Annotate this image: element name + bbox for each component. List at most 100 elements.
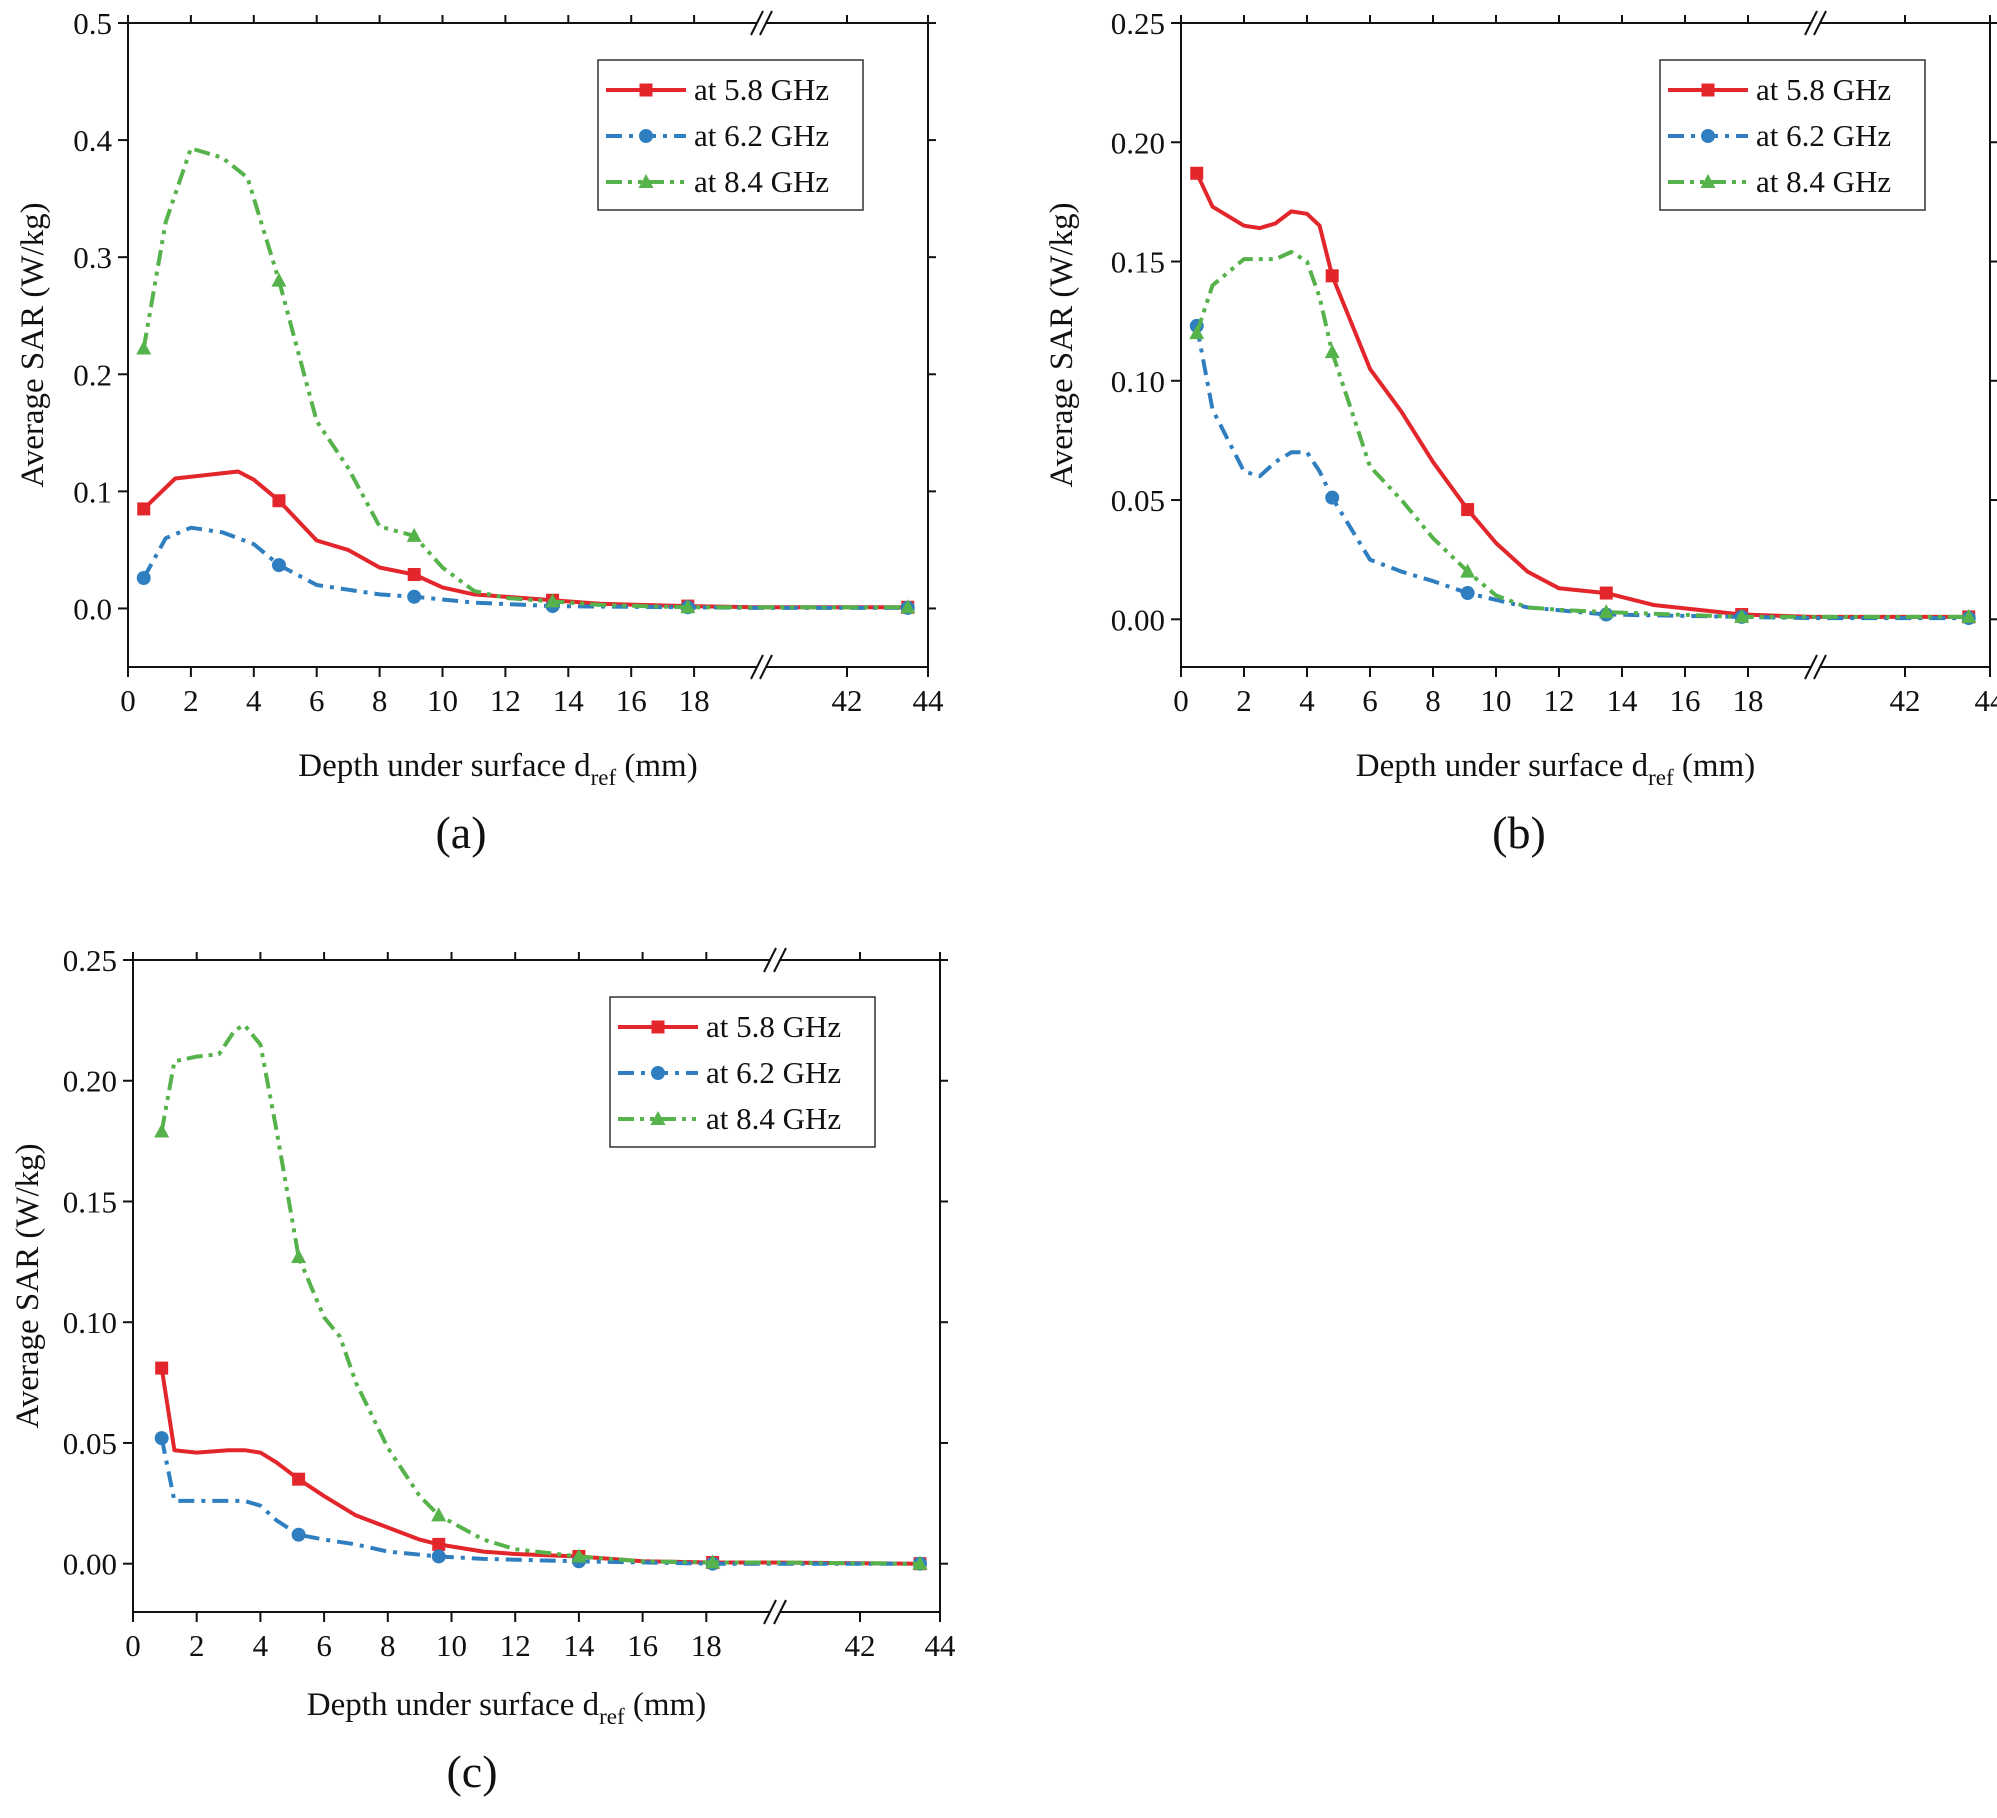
y-tick-label: 0.05: [1111, 483, 1165, 518]
y-axis-label: Average SAR (W/kg): [1044, 202, 1080, 487]
marker-square: [1599, 586, 1613, 600]
x-tick-label: 2: [1236, 683, 1252, 718]
y-tick-label: 0.15: [1111, 245, 1165, 280]
x-tick-label: 14: [1607, 683, 1639, 718]
legend-label: at 5.8 GHz: [1756, 72, 1891, 107]
marker-circle: [291, 1527, 306, 1542]
x-tick-label: 10: [427, 683, 458, 718]
y-tick-label: 0.15: [63, 1184, 117, 1219]
chart-panel-b: 0.00 0.05 0.10 0.15 0.20 0.25 0 2 4 6 8 10 12 14 16 18 4…: [1044, 6, 1997, 858]
x-tick-label: 10: [436, 1628, 467, 1663]
marker-circle: [407, 589, 422, 604]
marker-circle: [1460, 586, 1475, 601]
marker-triangle: [638, 174, 654, 188]
marker-triangle: [650, 1111, 666, 1125]
x-tick-label: 42: [845, 1628, 876, 1663]
y-tick-label: 0.05: [63, 1426, 117, 1461]
y-tick-label: 0.25: [63, 943, 117, 978]
legend-label: at 6.2 GHz: [706, 1055, 841, 1090]
y-tick-label: 0.20: [63, 1064, 117, 1099]
marker-triangle: [1961, 608, 1977, 623]
legend-label: at 8.4 GHz: [1756, 164, 1891, 199]
series-line-circle: [141, 525, 908, 610]
marker-square: [432, 1537, 446, 1551]
marker-circle: [1701, 129, 1715, 143]
x-tick-label: 44: [925, 1628, 957, 1663]
marker-triangle: [1324, 344, 1340, 359]
marker-triangle: [680, 599, 696, 614]
x-tick-label: 4: [1299, 683, 1315, 718]
legend-label: at 5.8 GHz: [706, 1009, 841, 1044]
y-tick-label: 0.10: [63, 1305, 117, 1340]
y-tick-label: 0.3: [73, 240, 112, 275]
marker-circle: [136, 571, 151, 586]
series-line-square: [1194, 172, 1969, 619]
y-tick-label: 0.25: [1111, 6, 1165, 41]
chart-panel-c: 0.00 0.05 0.10 0.15 0.20 0.25 0 2 4 6 8 10 12 14 16 18 4…: [10, 943, 956, 1797]
x-tick-label: 44: [1975, 683, 1997, 718]
y-tick-label: 0.1: [73, 474, 112, 509]
marker-square: [407, 567, 421, 581]
x-tick-label: 12: [490, 683, 521, 718]
plot-area: [136, 146, 916, 615]
marker-triangle: [705, 1554, 721, 1569]
marker-square: [137, 502, 151, 516]
legend: at 5.8 GHz at 6.2 GHz at 8.4 GHz: [609, 996, 876, 1148]
series-line-circle: [159, 1437, 920, 1566]
marker-square: [1190, 166, 1204, 180]
x-tick-label: 6: [1362, 683, 1378, 718]
marker-triangle: [1598, 604, 1614, 619]
marker-triangle: [291, 1249, 307, 1264]
x-tick-label: 0: [120, 683, 136, 718]
axis-break-mark: [759, 654, 773, 680]
axis-break-mark: [750, 654, 764, 680]
y-axis-label: Average SAR (W/kg): [10, 1143, 46, 1428]
marker-circle: [154, 1431, 169, 1446]
marker-square: [651, 1020, 665, 1034]
y-tick-label: 0.10: [1111, 364, 1165, 399]
legend: at 5.8 GHz at 6.2 GHz at 8.4 GHz: [597, 59, 864, 211]
chart-panel-a: 0.0 0.1 0.2 0.3 0.4 0.5 0 2 4 6 8 10 12 14 16 18 42 44 Dep…: [15, 6, 944, 858]
marker-triangle: [1700, 174, 1716, 188]
marker-square: [639, 83, 653, 97]
marker-triangle: [1460, 563, 1476, 578]
marker-circle: [651, 1066, 665, 1080]
axis-break-mark: [773, 1599, 787, 1625]
marker-circle: [639, 129, 653, 143]
axis-break-mark: [763, 1599, 777, 1625]
x-tick-label: 0: [1173, 683, 1189, 718]
marker-triangle: [154, 1123, 170, 1138]
y-tick-label: 0.00: [63, 1547, 117, 1582]
series-line-square: [142, 469, 908, 610]
plot-area: [1189, 166, 1977, 626]
x-tick-label: 2: [183, 683, 199, 718]
x-tick-label: 44: [913, 683, 945, 718]
x-tick-label: 8: [372, 683, 388, 718]
x-tick-label: 12: [500, 1628, 531, 1663]
x-tick-label: 4: [253, 1628, 269, 1663]
marker-square: [1461, 503, 1475, 517]
marker-square: [1701, 83, 1715, 97]
y-tick-label: 0.2: [73, 357, 112, 392]
y-tick-label: 0.00: [1111, 602, 1165, 637]
x-tick-label: 16: [616, 683, 647, 718]
x-tick-label: 0: [125, 1628, 141, 1663]
legend-label: at 6.2 GHz: [694, 118, 829, 153]
x-tick-label: 12: [1544, 683, 1575, 718]
x-tick-label: 8: [380, 1628, 396, 1663]
y-axis-label: Average SAR (W/kg): [15, 202, 51, 487]
marker-triangle: [406, 527, 422, 542]
legend-label: at 6.2 GHz: [1756, 118, 1891, 153]
x-tick-label: 18: [679, 683, 710, 718]
marker-triangle: [571, 1548, 587, 1563]
axis-break-mark: [1813, 10, 1827, 36]
marker-circle: [1325, 490, 1340, 505]
plot-area: [154, 1023, 928, 1571]
marker-triangle: [912, 1555, 928, 1570]
x-axis-label: Depth under surface dref (mm): [1356, 748, 1755, 790]
panel-label: (a): [435, 807, 486, 858]
marker-square: [155, 1361, 169, 1375]
y-tick-label: 0.5: [73, 6, 112, 41]
marker-triangle: [431, 1507, 447, 1522]
axis-break-mark: [1804, 654, 1818, 680]
